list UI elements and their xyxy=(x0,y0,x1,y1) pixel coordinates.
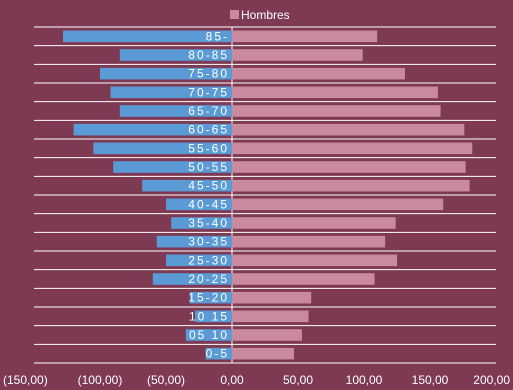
x-tick-label: 50,00 xyxy=(283,373,313,387)
bar-hombres-9 xyxy=(232,179,470,192)
category-label: 40-45 xyxy=(188,197,229,211)
bar-hombres-0 xyxy=(232,347,295,360)
bar-left-0 xyxy=(205,347,232,360)
category-label: 35-40 xyxy=(188,216,229,230)
bar-hombres-7 xyxy=(232,217,396,229)
legend-label-hombres: Hombres xyxy=(241,8,290,22)
bar-hombres-8 xyxy=(232,198,444,211)
bar-left-3 xyxy=(189,291,232,304)
bar-hombres-13 xyxy=(232,105,441,117)
bar-left-9 xyxy=(142,179,232,192)
bar-hombres-3 xyxy=(232,291,312,304)
category-label: 0-5 xyxy=(206,347,229,361)
category-label: 55-60 xyxy=(188,141,229,155)
bar-left-10 xyxy=(113,161,232,173)
bar-left-6 xyxy=(156,235,232,248)
bar-left-7 xyxy=(171,217,232,229)
x-tick-label: 0,00 xyxy=(220,373,244,387)
category-label: 75-80 xyxy=(188,67,229,81)
bar-hombres-16 xyxy=(232,49,363,61)
bar-left-1 xyxy=(185,329,232,341)
category-label: 10 15 xyxy=(189,309,229,323)
bar-left-15 xyxy=(100,67,232,80)
category-labels: 0-5 05 10 10 15 15-20 20-25 25-30 30-35 35-40 40… xyxy=(188,29,229,361)
bars xyxy=(63,30,473,360)
bar-left-11 xyxy=(93,142,233,155)
bar-hombres-2 xyxy=(232,310,309,323)
bar-left-13 xyxy=(119,105,232,117)
category-label: 80-85 xyxy=(188,48,229,62)
category-label: 50-55 xyxy=(188,160,229,174)
bar-hombres-15 xyxy=(232,67,405,80)
x-tick-label: (100,00) xyxy=(78,373,123,387)
legend-swatch-hombres xyxy=(230,10,239,19)
bar-left-8 xyxy=(166,198,232,211)
bar-left-4 xyxy=(152,273,232,285)
category-label: 85- xyxy=(206,29,229,43)
grid-lines xyxy=(34,26,496,364)
bar-hombres-1 xyxy=(232,329,302,341)
category-label: 70-75 xyxy=(188,85,229,99)
bar-hombres-11 xyxy=(232,142,473,155)
category-label: 20-25 xyxy=(188,272,229,286)
bar-hombres-10 xyxy=(232,161,466,173)
bar-left-2 xyxy=(195,310,232,323)
bar-hombres-12 xyxy=(232,123,465,136)
bar-hombres-4 xyxy=(232,273,375,285)
category-label: 65-70 xyxy=(188,104,229,118)
category-label: 45-50 xyxy=(188,179,229,193)
x-axis-tick-labels: (150,00) (100,00) (50,00) 0,00 50,00 100,00 15… xyxy=(3,373,510,387)
bar-left-17 xyxy=(63,30,232,43)
category-label: 15-20 xyxy=(188,291,229,305)
bar-left-14 xyxy=(110,86,232,99)
x-tick-label: (150,00) xyxy=(3,373,48,387)
bar-hombres-17 xyxy=(232,30,378,43)
bar-hombres-14 xyxy=(232,86,438,99)
category-label: 30-35 xyxy=(188,235,229,249)
bar-hombres-6 xyxy=(232,235,386,248)
category-label: 25-30 xyxy=(188,253,229,267)
category-label: 60-65 xyxy=(188,123,229,137)
x-tick-label: 100,00 xyxy=(346,373,383,387)
x-tick-label: 150,00 xyxy=(412,373,449,387)
x-tick-label: (50,00) xyxy=(147,373,185,387)
bar-hombres-5 xyxy=(232,254,397,267)
bar-left-5 xyxy=(166,254,232,267)
legend: Hombres xyxy=(230,8,290,22)
bar-left-16 xyxy=(119,49,232,61)
x-tick-label: 200,00 xyxy=(473,373,510,387)
bar-left-12 xyxy=(73,123,232,136)
category-label: 05 10 xyxy=(189,328,229,342)
